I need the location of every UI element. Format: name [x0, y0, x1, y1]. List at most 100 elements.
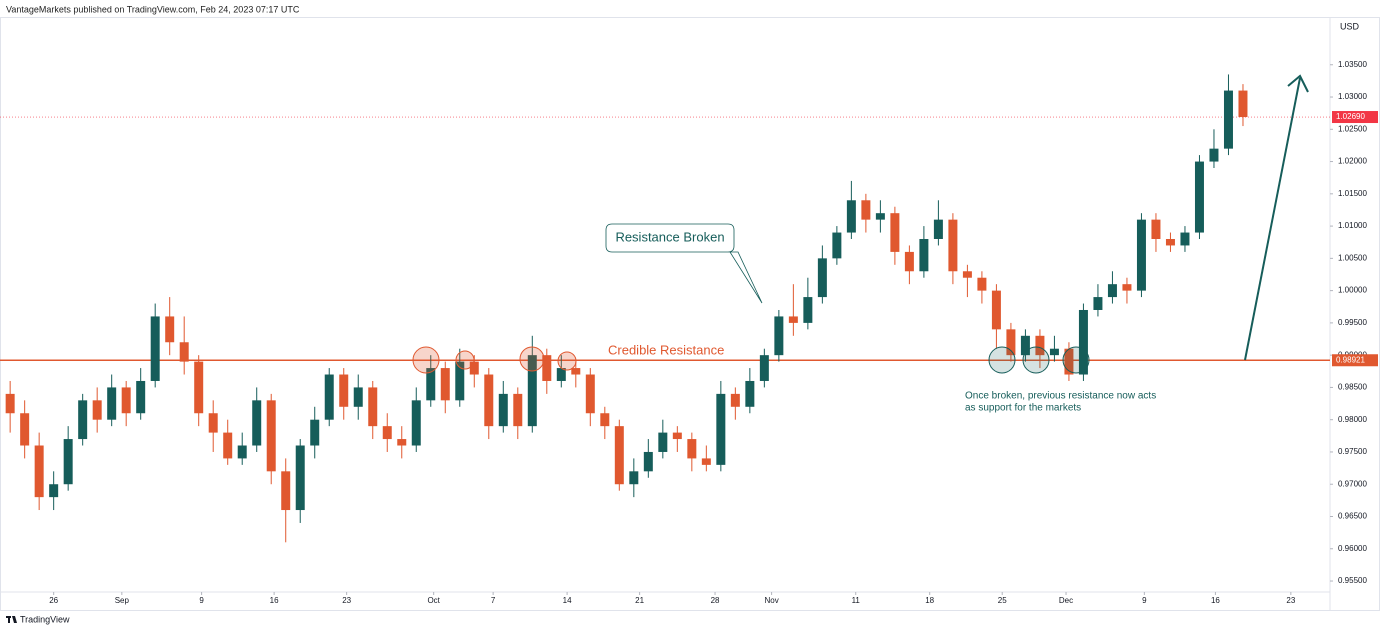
candle-body: [324, 374, 334, 420]
candle-body: [78, 400, 88, 440]
x-tick-label: 23: [342, 596, 351, 605]
callout-box: [605, 223, 763, 304]
y-tick-label: 0.97000: [1338, 479, 1367, 488]
candle-body: [484, 374, 494, 427]
x-tick-label: 28: [711, 596, 720, 605]
y-tick-label: 0.96000: [1338, 544, 1367, 553]
touch-circle: [1062, 346, 1090, 374]
candle-body: [63, 439, 73, 485]
candle-body: [223, 432, 233, 459]
y-tick-label: 0.96500: [1338, 512, 1367, 521]
candle-body: [179, 342, 189, 362]
candle-body: [5, 393, 15, 414]
candle-body: [1194, 161, 1204, 233]
current-price: 1.02690: [1336, 112, 1365, 121]
candle-body: [469, 361, 479, 375]
candle-body: [498, 393, 508, 427]
x-tick-label: 25: [998, 596, 1007, 605]
candle-body: [1078, 309, 1088, 375]
x-tick-label: 9: [199, 596, 204, 605]
candle-body: [701, 458, 711, 465]
candle-body: [1223, 90, 1233, 149]
candle-body: [600, 413, 610, 427]
candle-body: [977, 277, 987, 291]
candle-body: [1064, 348, 1074, 375]
candle-body: [1209, 148, 1219, 162]
candle-body: [774, 316, 784, 356]
candle-body: [571, 368, 581, 375]
arrow: [1244, 77, 1301, 361]
candle-body: [672, 432, 682, 440]
candle-body: [1020, 335, 1030, 356]
logo-part: [8, 616, 10, 623]
candle-body: [353, 387, 363, 407]
support-note: Once broken, previous resistance now act…: [965, 391, 1156, 402]
candle-body: [1006, 329, 1016, 356]
y-tick-label: 0.98000: [1338, 415, 1367, 424]
candle-body: [1122, 284, 1132, 291]
candle-body: [745, 380, 755, 407]
x-tick-label: 16: [270, 596, 279, 605]
candle-body: [556, 368, 566, 381]
candle-body: [92, 400, 102, 420]
candle-body: [310, 419, 320, 446]
x-tick-label: Oct: [427, 596, 440, 605]
candle-body: [513, 393, 523, 427]
y-tick-label: 1.02500: [1338, 124, 1367, 133]
logo-part: [12, 616, 17, 623]
header: VantageMarkets published on TradingView.…: [6, 4, 300, 14]
candle-body: [1151, 219, 1161, 239]
candle-body: [382, 426, 392, 440]
x-tick-label: 21: [635, 596, 644, 605]
candle-body: [846, 200, 856, 233]
x-tick-label: 26: [49, 596, 58, 605]
x-tick-label: 11: [852, 596, 861, 605]
touch-circle: [519, 346, 545, 372]
candle-body: [658, 432, 668, 452]
touch-circle: [557, 351, 577, 371]
candle-body: [527, 355, 537, 427]
y-tick-label: 1.01000: [1338, 221, 1367, 230]
candle-body: [49, 484, 59, 498]
candle-body: [832, 232, 842, 259]
candle-body: [150, 316, 160, 381]
support-touches: [988, 346, 1090, 374]
candle-body: [368, 387, 378, 427]
resistance-price: 0.98921: [1336, 355, 1365, 364]
candle-body: [1049, 348, 1059, 356]
y-tick-label: 0.99500: [1338, 318, 1367, 327]
x-tick-label: Dec: [1059, 596, 1073, 605]
candle-body: [34, 445, 44, 498]
x-tick-label: 18: [925, 596, 934, 605]
x-tick-label: 16: [1211, 596, 1220, 605]
candle-body: [208, 413, 218, 433]
resistance-price-box: [1332, 354, 1378, 367]
logo: [6, 616, 17, 623]
resistance-label: Credible Resistance: [608, 342, 724, 357]
candle-body: [339, 374, 349, 407]
candle-body: [919, 238, 929, 272]
candle-body: [455, 361, 465, 401]
candle-body: [121, 387, 131, 414]
candle-body: [1107, 284, 1117, 298]
candle-body: [252, 400, 262, 446]
x-tick-label: Sep: [115, 596, 130, 605]
candle-body: [1180, 232, 1190, 246]
candle-body: [237, 445, 247, 459]
callout-text: Resistance Broken: [615, 229, 724, 244]
currency: USD: [1340, 21, 1360, 31]
candle-body: [716, 393, 726, 465]
x-tick-label: 9: [1142, 596, 1147, 605]
candle-body: [687, 439, 697, 459]
footer-brand: TradingView: [20, 614, 70, 624]
candle-body: [817, 258, 827, 298]
candle-body: [426, 368, 436, 401]
candle-body: [1093, 297, 1103, 310]
y-tick-label: 1.00500: [1338, 253, 1367, 262]
touch-circle: [412, 346, 440, 374]
candle-body: [295, 445, 305, 511]
candle-body: [933, 219, 943, 239]
arrow-head: [1287, 74, 1309, 93]
candle-body: [803, 297, 813, 323]
